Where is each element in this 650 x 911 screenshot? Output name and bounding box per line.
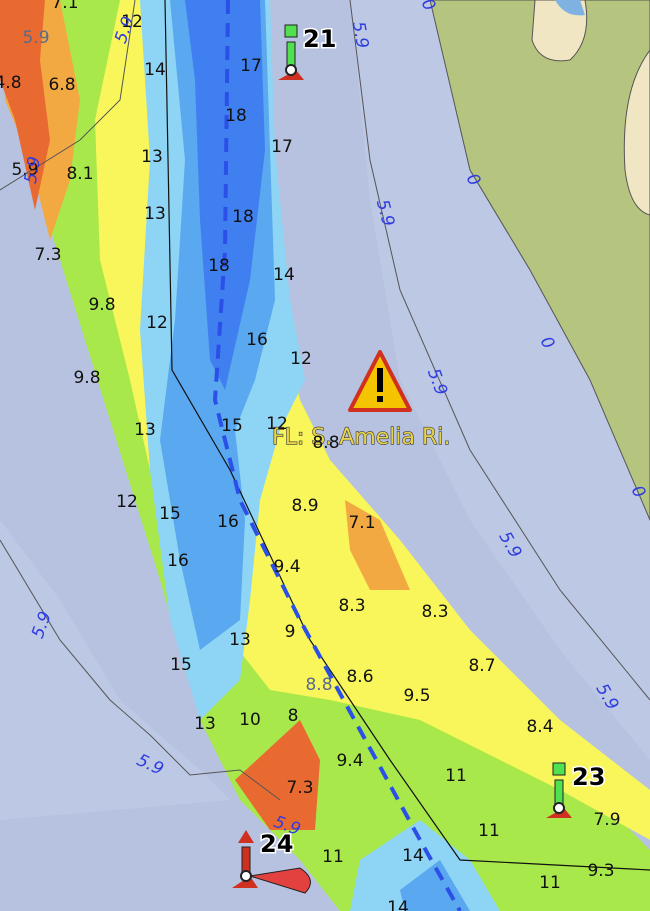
depth-sounding: 13 xyxy=(141,147,163,167)
depth-sounding: 8.7 xyxy=(468,656,495,676)
depth-sounding: 8.4 xyxy=(526,717,553,737)
depth-sounding: 13 xyxy=(194,714,216,734)
land xyxy=(429,0,650,521)
contour-line xyxy=(349,0,650,701)
shallow-water xyxy=(0,520,230,820)
contour-line xyxy=(0,0,136,191)
depth-sounding: 8.8 xyxy=(305,675,332,695)
depth-sounding: 18 xyxy=(232,207,254,227)
depth-sounding: 17 xyxy=(271,137,293,157)
depth-sounding: 8.3 xyxy=(421,602,448,622)
depth-band xyxy=(0,0,50,210)
depth-sounding: 9 xyxy=(285,622,296,642)
depth-sounding: 12 xyxy=(266,414,288,434)
depth-sounding: 16 xyxy=(167,551,189,571)
depth-sounding: 11 xyxy=(445,766,467,786)
depth-sounding: 14 xyxy=(387,898,409,911)
depth-sounding: 11 xyxy=(322,847,344,867)
depth-sounding: 7.9 xyxy=(593,810,620,830)
contour-label: 5.9 xyxy=(348,20,372,50)
depth-sounding: 12 xyxy=(146,313,168,333)
depth-sounding: 16 xyxy=(246,330,268,350)
depth-sounding: 7.3 xyxy=(286,778,313,798)
depth-sounding: 10 xyxy=(239,710,261,730)
shallow-water xyxy=(350,0,650,760)
depth-sounding: 14 xyxy=(273,265,295,285)
depth-sounding: 14 xyxy=(144,60,166,80)
depth-sounding: 11 xyxy=(539,873,561,893)
depth-sounding: 12 xyxy=(116,492,138,512)
buoy-marker xyxy=(232,830,311,894)
pond xyxy=(555,0,585,16)
buoy-marker xyxy=(546,762,572,818)
depth-sounding: 8.3 xyxy=(338,596,365,616)
channel-line xyxy=(164,0,650,871)
depth-sounding: 9.8 xyxy=(88,295,115,315)
depth-sounding: 9.4 xyxy=(336,751,363,771)
depth-sounding: 13 xyxy=(134,420,156,440)
depth-sounding: 8.6 xyxy=(346,667,373,687)
depth-sounding: 12 xyxy=(121,12,143,32)
depth-sounding: 18 xyxy=(225,106,247,126)
depth-sounding: 9.4 xyxy=(273,557,300,577)
depth-sounding: 7.3 xyxy=(34,245,61,265)
sand xyxy=(623,49,650,216)
depth-sounding: 8.8 xyxy=(312,433,339,453)
depth-band xyxy=(350,820,500,911)
buoy-marker xyxy=(278,24,304,80)
depth-sounding: 11 xyxy=(478,821,500,841)
depth-sounding: 12 xyxy=(290,349,312,369)
place-label: FL: S. Amelia Ri. xyxy=(272,425,450,450)
depth-sounding: 5.9 xyxy=(22,28,49,48)
depth-sounding: 9.5 xyxy=(403,686,430,706)
depth-sounding: 8.9 xyxy=(291,496,318,516)
depth-sounding: 15 xyxy=(159,504,181,524)
contour-line xyxy=(0,539,281,801)
buoy-label: 21 xyxy=(303,25,336,53)
depth-sounding: 14 xyxy=(402,846,424,866)
depth-sounding: 17 xyxy=(240,56,262,76)
depth-sounding: 7.1 xyxy=(348,513,375,533)
depth-sounding: 6.8 xyxy=(48,75,75,95)
depth-sounding: 4.8 xyxy=(0,73,22,93)
depth-sounding: 8.1 xyxy=(66,164,93,184)
depth-band xyxy=(235,720,320,830)
buoy-label: 24 xyxy=(260,830,293,858)
warning-icon xyxy=(348,350,412,412)
depth-sounding: 7.1 xyxy=(51,0,78,13)
depth-sounding: 13 xyxy=(229,630,251,650)
depth-sounding: 18 xyxy=(208,256,230,276)
sand xyxy=(531,0,588,62)
contour-label: 5.9 xyxy=(21,155,45,185)
depth-sounding: 9.3 xyxy=(587,861,614,881)
depth-sounding: 5.9 xyxy=(11,160,38,180)
depth-sounding: 8 xyxy=(288,706,299,726)
buoy-label: 23 xyxy=(572,763,605,791)
depth-sounding: 15 xyxy=(221,416,243,436)
depth-sounding: 9.8 xyxy=(73,368,100,388)
depth-sounding: 15 xyxy=(170,655,192,675)
depth-sounding: 16 xyxy=(217,512,239,532)
depth-sounding: 13 xyxy=(144,204,166,224)
depth-band xyxy=(345,500,410,590)
